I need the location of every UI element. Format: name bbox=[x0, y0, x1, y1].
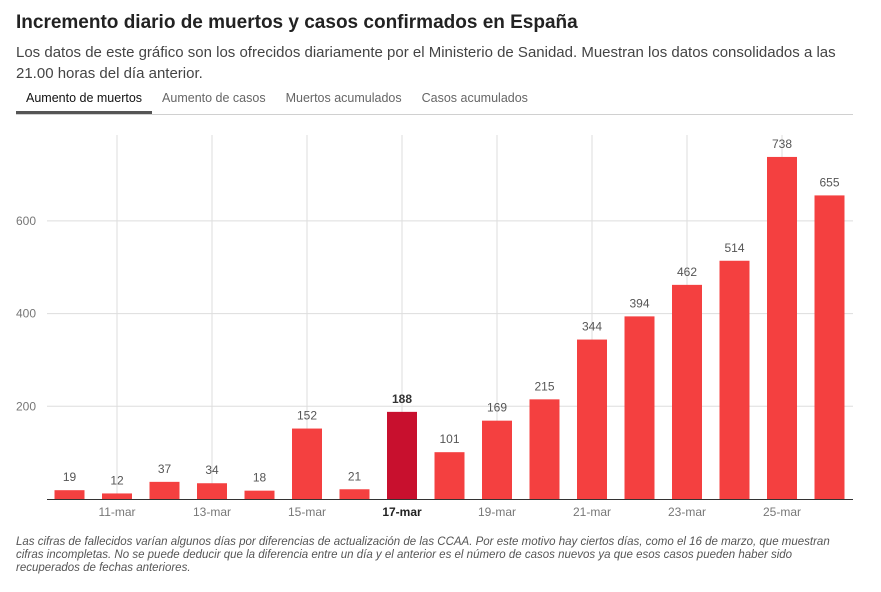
bar-15-mar bbox=[292, 428, 322, 499]
data-label: 12 bbox=[110, 473, 124, 487]
chart-title: Incremento diario de muertos y casos con… bbox=[16, 12, 578, 33]
data-label: 21 bbox=[348, 469, 362, 483]
data-label: 655 bbox=[819, 175, 839, 189]
data-label: 344 bbox=[582, 320, 602, 334]
bar-25-mar bbox=[767, 156, 797, 499]
bar-26-mar bbox=[814, 195, 845, 499]
bar-24-mar bbox=[719, 260, 750, 499]
data-label: 394 bbox=[629, 296, 649, 310]
x-tick-label: 25-mar bbox=[763, 505, 801, 519]
bar-11-mar bbox=[102, 493, 132, 499]
tab-casos-acumulados[interactable]: Casos acumulados bbox=[421, 91, 528, 105]
bar-chart: 200 400 600 19 12 37 34 18 152 21 188 101 169 215 344 3… bbox=[16, 135, 853, 519]
bar-17-mar bbox=[387, 411, 417, 499]
chart-subtitle: Los datos de este gráfico son los ofreci… bbox=[16, 44, 836, 82]
x-tick-label: 21-mar bbox=[573, 505, 611, 519]
data-label: 19 bbox=[63, 470, 77, 484]
data-label: 188 bbox=[392, 392, 412, 406]
x-tick-label: 23-mar bbox=[668, 505, 706, 519]
x-tick-label: 13-mar bbox=[193, 505, 231, 519]
bar-12-mar bbox=[149, 481, 180, 499]
data-label: 514 bbox=[724, 241, 744, 255]
tab-muertos-acumulados[interactable]: Muertos acumulados bbox=[285, 91, 402, 105]
bar-14-mar bbox=[244, 490, 275, 499]
x-tick-label: 19-mar bbox=[478, 505, 516, 519]
tab-bar: Aumento de muertos Aumento de casos Muer… bbox=[16, 88, 853, 115]
data-label: 152 bbox=[297, 409, 317, 423]
x-tick-label: 11-mar bbox=[98, 505, 135, 519]
data-label: 18 bbox=[253, 471, 267, 485]
data-label: 169 bbox=[487, 401, 507, 415]
bar-23-mar bbox=[672, 284, 702, 499]
data-label: 37 bbox=[158, 462, 172, 476]
tab-aumento-casos[interactable]: Aumento de casos bbox=[162, 91, 266, 105]
x-tick-label: 17-mar bbox=[382, 505, 422, 519]
bar-19-mar bbox=[482, 420, 512, 499]
tab-aumento-muertos[interactable]: Aumento de muertos bbox=[16, 88, 153, 114]
footnote: Las cifras de fallecidos varían algunos … bbox=[16, 536, 830, 574]
y-tick-label: 200 bbox=[16, 399, 36, 413]
data-label: 215 bbox=[534, 379, 554, 393]
data-label: 738 bbox=[772, 137, 792, 151]
bar-21-mar bbox=[577, 339, 607, 499]
data-label: 34 bbox=[205, 463, 219, 477]
bar-22-mar bbox=[624, 316, 655, 499]
bar-10-mar bbox=[54, 490, 85, 499]
data-label: 462 bbox=[677, 265, 697, 279]
y-tick-label: 400 bbox=[16, 307, 36, 321]
data-label: 101 bbox=[439, 432, 459, 446]
bar-18-mar bbox=[434, 452, 465, 499]
x-tick-label: 15-mar bbox=[288, 505, 326, 519]
bar-13-mar bbox=[197, 483, 227, 499]
y-tick-label: 600 bbox=[16, 214, 36, 228]
bar-16-mar bbox=[339, 489, 370, 499]
bar-20-mar bbox=[529, 399, 560, 499]
